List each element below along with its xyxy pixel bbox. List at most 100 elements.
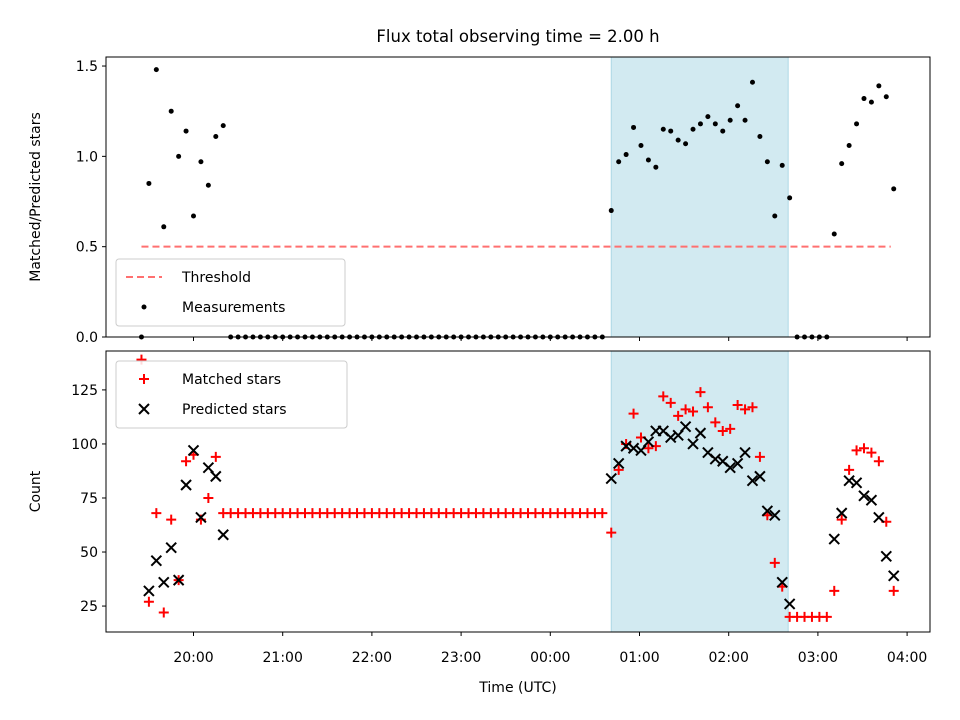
data-point [828, 533, 840, 545]
data-point [210, 451, 221, 462]
data-point [873, 456, 884, 467]
data-point [158, 607, 169, 618]
data-point [645, 157, 651, 163]
legend-marker [139, 374, 149, 384]
data-point [161, 224, 167, 230]
data-point [725, 423, 736, 434]
data-point [787, 195, 793, 201]
y-tick-label: 125 [71, 383, 98, 399]
data-point [710, 417, 721, 428]
data-point [151, 508, 162, 519]
legend-label: Matched stars [182, 372, 281, 388]
data-point [888, 570, 900, 582]
data-point [769, 557, 780, 568]
data-point [735, 103, 741, 109]
data-point [873, 511, 885, 524]
data-point [668, 128, 674, 134]
data-point [198, 159, 204, 165]
data-point [220, 123, 226, 129]
data-point [679, 420, 692, 433]
data-point [143, 596, 154, 607]
data-point [717, 425, 728, 436]
x-tick-label: 20:00 [173, 650, 213, 666]
y-tick-label: 0.5 [76, 240, 98, 256]
data-point [180, 479, 192, 491]
data-point [739, 446, 751, 459]
legend-label: Measurements [182, 300, 285, 316]
data-point [176, 153, 182, 159]
data-point [172, 574, 185, 586]
legend-marker [141, 304, 147, 310]
data-point [191, 213, 196, 219]
legend-label: Predicted stars [182, 402, 287, 418]
data-point [642, 436, 655, 448]
data-point [742, 117, 748, 123]
data-point [883, 94, 889, 100]
legend: Matched stars Predicted stars [115, 360, 348, 429]
legend: Threshold Measurements [115, 258, 346, 327]
data-point [631, 124, 637, 130]
data-point [731, 457, 744, 470]
data-point [740, 404, 751, 415]
data-point [705, 114, 711, 120]
data-point [606, 527, 617, 538]
x-tick-label: 23:00 [441, 650, 481, 666]
data-point [158, 576, 170, 588]
data-point [683, 141, 689, 147]
data-point [724, 462, 736, 474]
data-point [638, 143, 644, 149]
x-tick-label: 01:00 [619, 650, 659, 666]
data-point [829, 585, 840, 596]
data-point [858, 443, 869, 454]
data-point [143, 585, 155, 597]
data-point [764, 159, 770, 165]
x-tick-label: 22:00 [352, 650, 392, 666]
x-tick-label: 02:00 [709, 650, 749, 666]
data-point [779, 162, 785, 168]
data-point [865, 494, 878, 506]
data-point [168, 108, 174, 114]
legend-marker [138, 403, 150, 415]
y-tick-label: 100 [71, 437, 98, 453]
plot-frame [105, 350, 931, 633]
data-point [153, 67, 159, 73]
data-point [690, 126, 696, 132]
data-point [658, 391, 669, 402]
data-point [688, 406, 699, 417]
data-point [754, 451, 765, 462]
data-point [821, 611, 832, 622]
data-point [675, 137, 681, 143]
x-axis-label: Time (UTC) [478, 680, 556, 696]
data-point [687, 438, 699, 450]
data-point [166, 514, 177, 525]
data-point [854, 121, 860, 127]
data-point [851, 445, 862, 456]
data-point [783, 598, 796, 610]
data-point [628, 408, 639, 419]
x-tick-label: 21:00 [263, 650, 303, 666]
data-point [749, 79, 755, 85]
data-point [843, 474, 855, 487]
y-tick-label: 1.0 [76, 149, 98, 165]
data-point [836, 514, 847, 525]
series-predicted-stars [143, 420, 900, 610]
data-point [776, 576, 788, 588]
data-point [861, 96, 867, 102]
data-point [846, 143, 852, 149]
data-point [205, 182, 211, 188]
data-point [195, 511, 207, 524]
y-tick-label: 1.5 [76, 59, 98, 75]
data-point [680, 404, 691, 415]
legend-label: Threshold [181, 270, 251, 286]
data-point [839, 161, 845, 167]
legend-frame [115, 360, 348, 429]
y-tick-label: 25 [80, 599, 98, 615]
data-point [880, 550, 892, 563]
data-point [210, 470, 222, 483]
y-tick-label: 50 [80, 545, 98, 561]
data-point [868, 99, 874, 105]
data-point [831, 231, 837, 237]
data-point [712, 121, 718, 127]
series-matched-stars [136, 354, 899, 622]
